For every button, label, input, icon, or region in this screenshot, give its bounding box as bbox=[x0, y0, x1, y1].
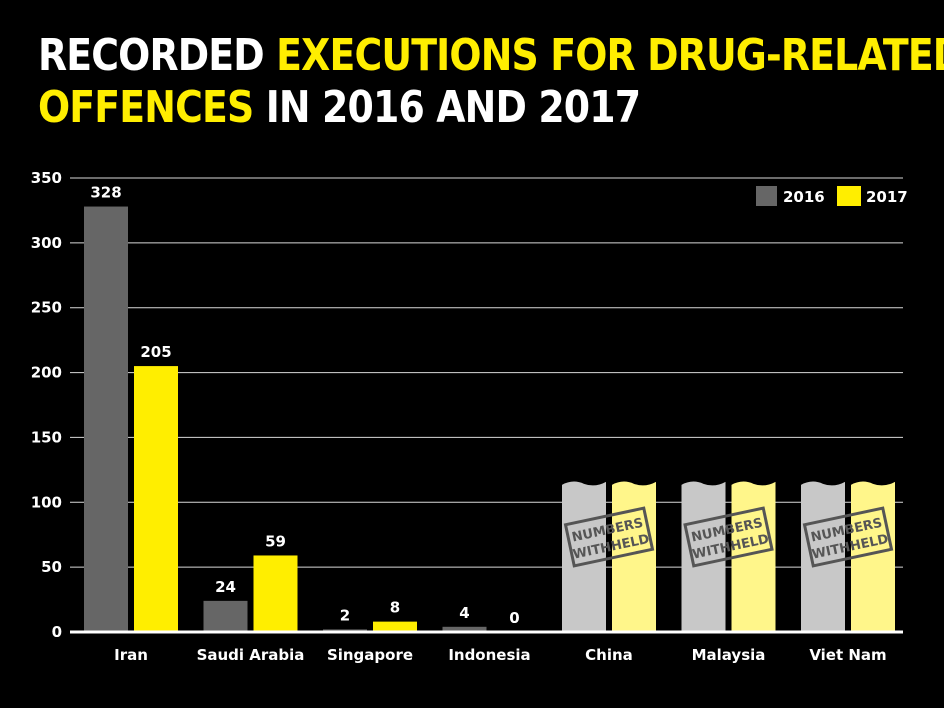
legend-swatch-2017 bbox=[837, 186, 861, 206]
bar-2017-saudi-arabia bbox=[253, 555, 298, 632]
bar-2016-saudi-arabia bbox=[203, 600, 248, 632]
x-tick-label: Saudi Arabia bbox=[197, 646, 305, 664]
y-tick-label: 100 bbox=[31, 493, 62, 511]
x-tick-label: Indonesia bbox=[448, 646, 530, 664]
y-tick-label: 350 bbox=[31, 169, 62, 187]
x-tick-label: China bbox=[585, 646, 633, 664]
y-tick-label: 50 bbox=[41, 558, 62, 576]
x-tick-label: Singapore bbox=[327, 646, 413, 664]
title-part-4: IN 2016 AND 2017 bbox=[253, 82, 641, 133]
y-tick-label: 200 bbox=[31, 364, 62, 382]
data-label: 8 bbox=[390, 599, 400, 617]
chart-title: RECORDED EXECUTIONS FOR DRUG-RELATED OFFE… bbox=[38, 30, 944, 134]
legend-label-2016: 2016 bbox=[783, 188, 825, 206]
title-part-2: EXECUTIONS FOR DRUG-RELATED bbox=[276, 30, 944, 81]
x-tick-label: Iran bbox=[114, 646, 148, 664]
data-label: 24 bbox=[215, 578, 236, 596]
bar-2017-iran bbox=[134, 366, 178, 632]
x-tick-label: Viet Nam bbox=[809, 646, 886, 664]
bar-2016-indonesia bbox=[442, 626, 487, 632]
y-tick-label: 250 bbox=[31, 299, 62, 317]
data-label: 2 bbox=[340, 606, 350, 624]
y-tick-label: 0 bbox=[52, 623, 62, 641]
y-tick-label: 300 bbox=[31, 234, 62, 252]
title-part-1: RECORDED bbox=[38, 30, 277, 81]
data-label: 328 bbox=[90, 184, 121, 202]
withheld-stamp-border bbox=[683, 506, 774, 568]
x-tick-label: Malaysia bbox=[692, 646, 766, 664]
data-label: 205 bbox=[140, 343, 171, 361]
legend-label-2017: 2017 bbox=[866, 188, 908, 206]
withheld-stamp-border bbox=[563, 506, 655, 568]
withheld-stamp-border bbox=[802, 506, 894, 568]
bar-2016-iran bbox=[84, 206, 128, 632]
data-label: 4 bbox=[459, 604, 469, 622]
y-tick-label: 150 bbox=[31, 428, 62, 446]
data-label: 59 bbox=[265, 532, 286, 550]
bar-2017-singapore bbox=[373, 621, 417, 632]
title-part-3: OFFENCES bbox=[38, 82, 254, 133]
legend-swatch-2016 bbox=[756, 186, 777, 206]
data-label: 0 bbox=[509, 609, 519, 627]
